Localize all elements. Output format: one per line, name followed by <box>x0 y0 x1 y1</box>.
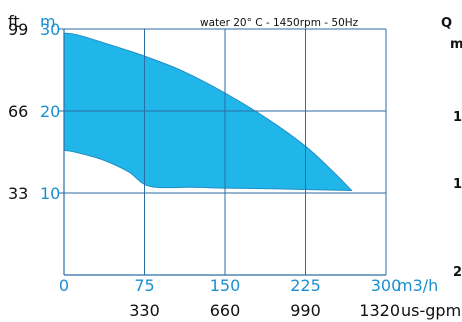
x2-tick-label-1: 660 <box>210 301 241 320</box>
y-left-tick-label-0: 33 <box>8 184 28 203</box>
x-unit-label: m3/h <box>397 276 438 295</box>
chart-title: water 20° C - 1450rpm - 50Hz <box>200 17 359 29</box>
grid-lines <box>58 28 387 275</box>
clipped-2-label: 2 <box>453 265 462 280</box>
clipped-1b-label: 1 <box>453 177 462 192</box>
axes <box>63 29 386 276</box>
x-tick-label-1: 75 <box>134 276 154 295</box>
x2-tick-label-0: 330 <box>129 301 160 320</box>
x-tick-label-3: 225 <box>290 276 321 295</box>
y-tick-label-1: 20 <box>40 102 60 121</box>
x2-tick-label-3: 1320 <box>359 301 400 320</box>
y-tick-label-2: 30 <box>40 20 60 39</box>
x2-unit-label: us-gpm <box>401 301 461 320</box>
clipped-q-label: Q <box>441 16 452 31</box>
x-tick-label-2: 150 <box>210 276 241 295</box>
y-left-tick-label-2: 99 <box>8 20 28 39</box>
tick-labels: 0 75 150 225 300 330 660 990 1320 10 33 20 66 30 99 <box>8 20 401 320</box>
operating-range-area <box>63 32 353 192</box>
y-left-tick-label-1: 66 <box>8 102 28 121</box>
clipped-1-label: 1 <box>453 110 462 125</box>
x2-tick-label-2: 990 <box>290 301 321 320</box>
y-left-unit-label: ft <box>8 12 20 31</box>
x-tick-label-4: 300 <box>371 276 402 295</box>
clipped-m-label: m <box>450 37 462 52</box>
y-tick-label-0: 10 <box>40 184 60 203</box>
y-unit-label: m <box>40 12 56 31</box>
x-tick-label-0: 0 <box>59 276 69 295</box>
